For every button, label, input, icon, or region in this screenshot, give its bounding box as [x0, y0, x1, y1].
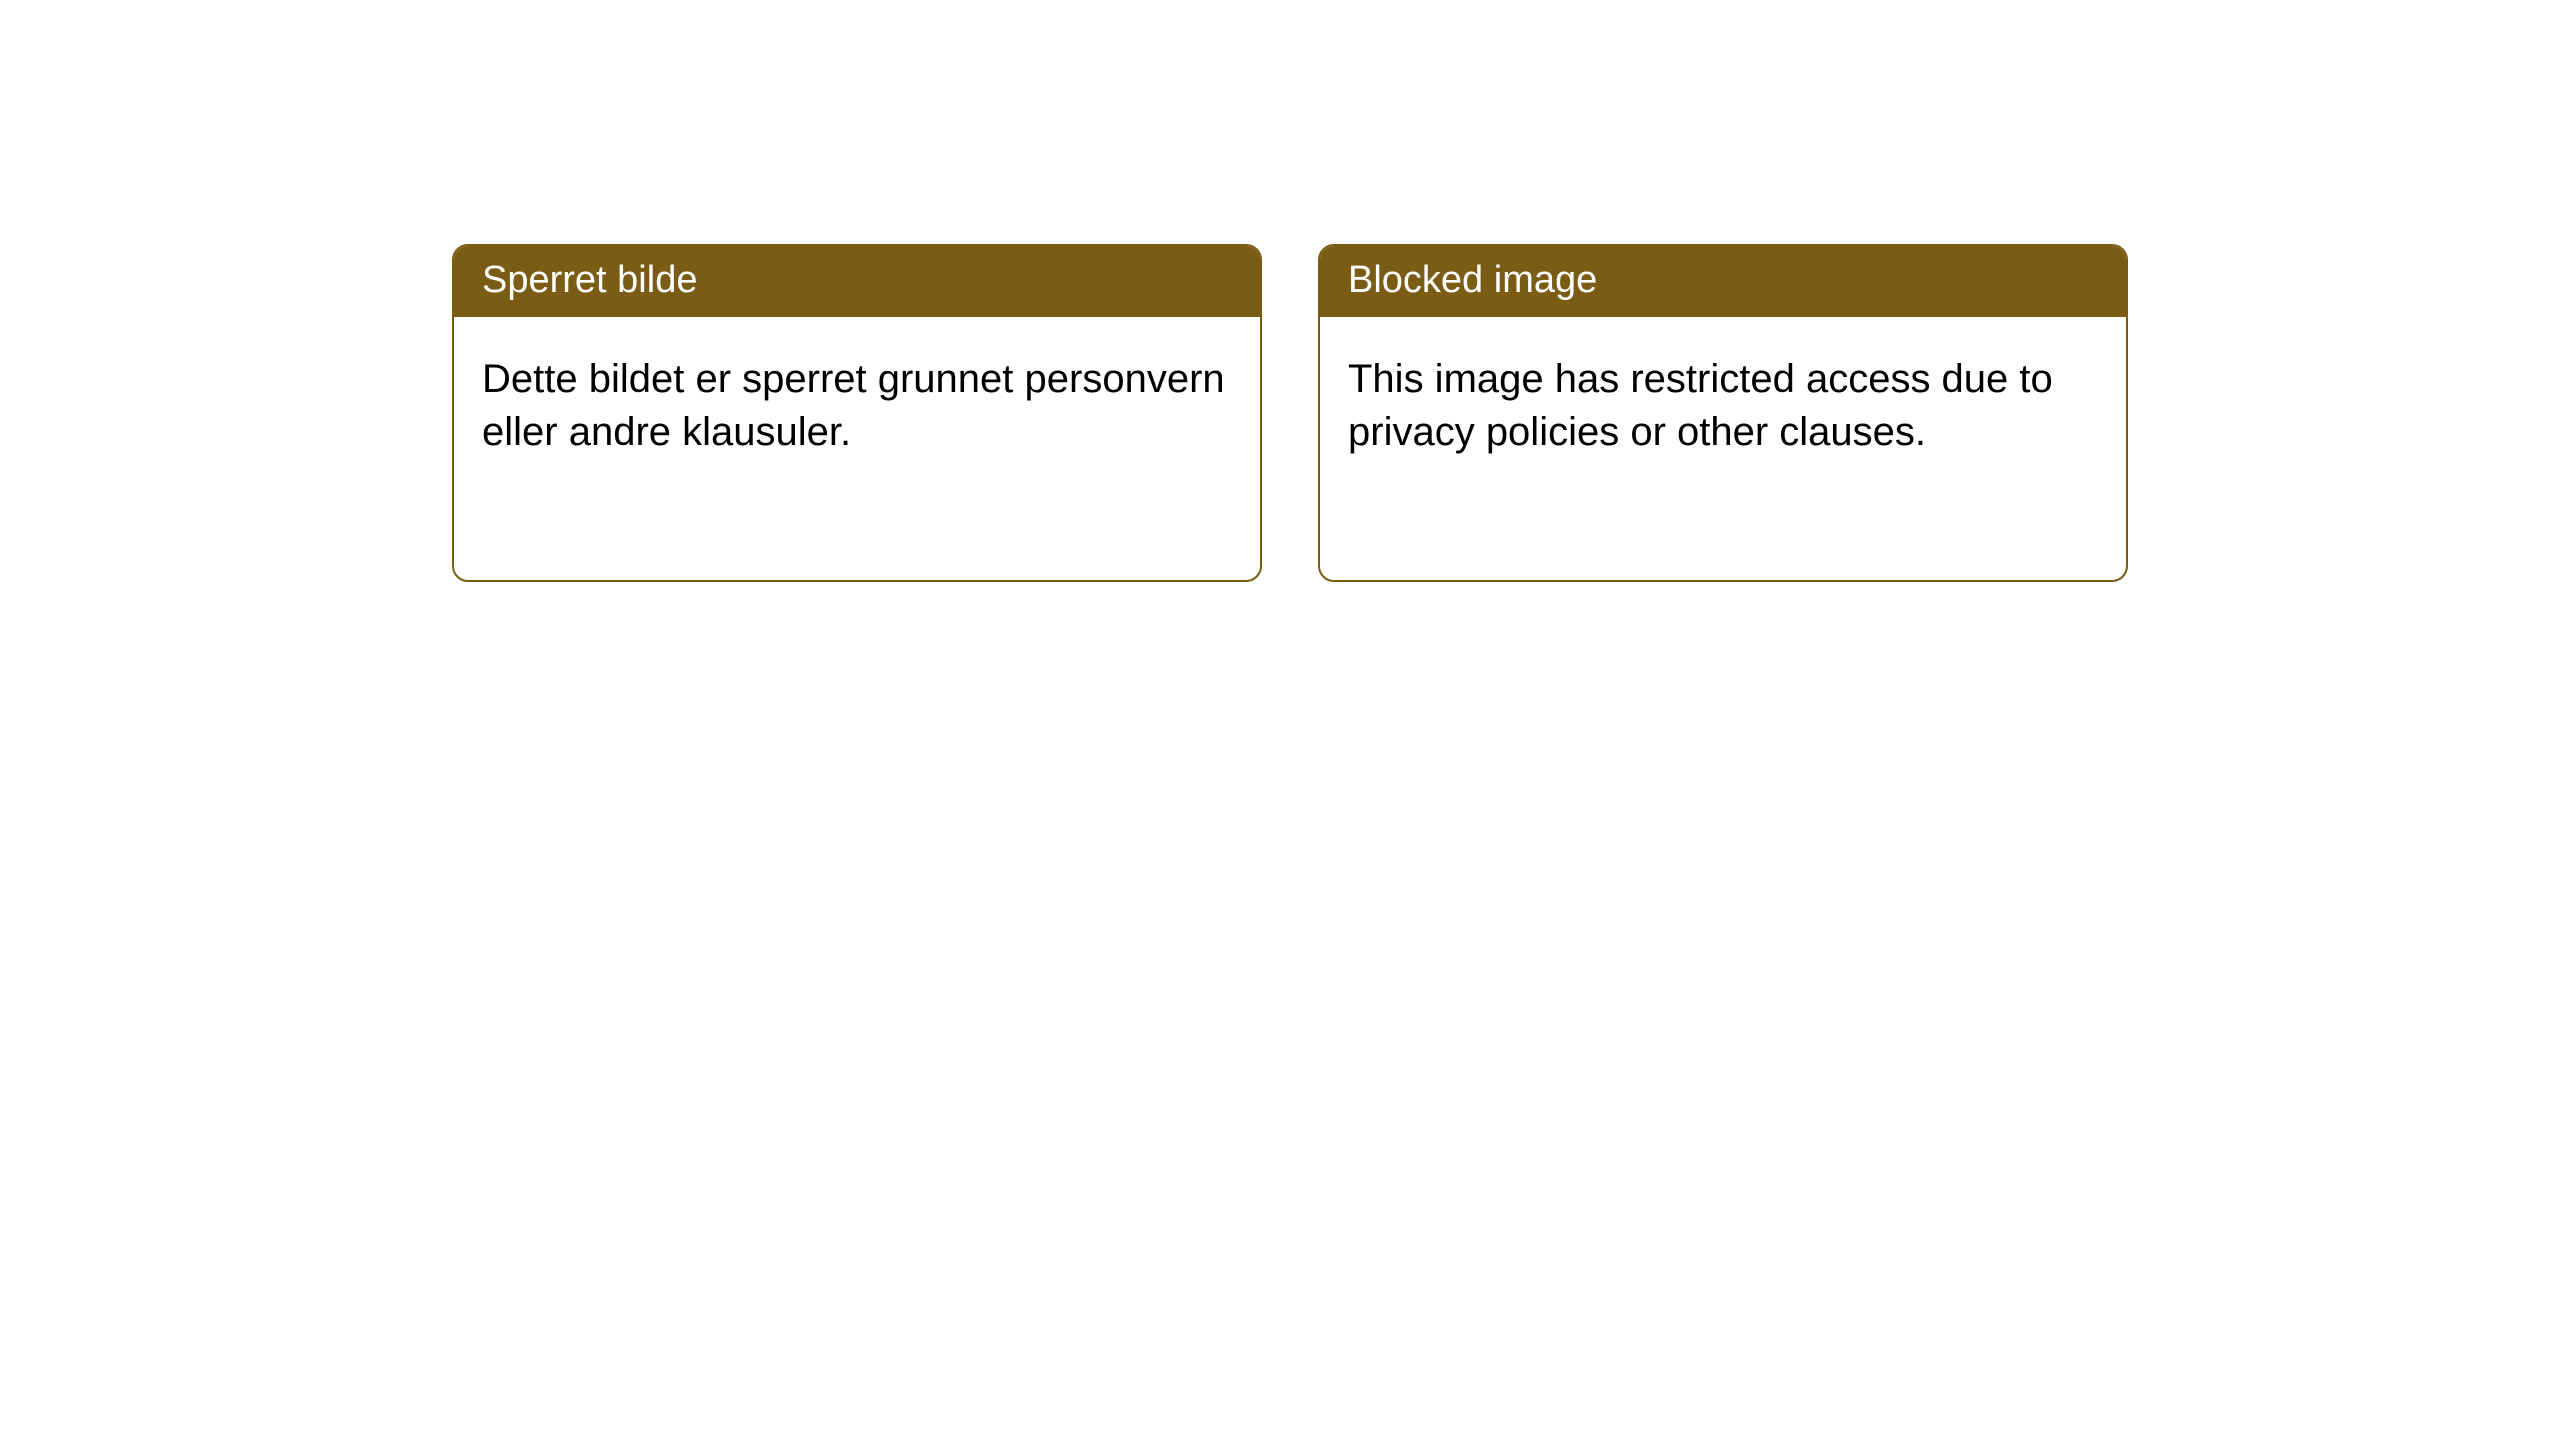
notice-body-english: This image has restricted access due to … — [1320, 317, 2126, 487]
notice-header-english: Blocked image — [1320, 246, 2126, 317]
notice-body-norwegian: Dette bildet er sperret grunnet personve… — [454, 317, 1260, 487]
notice-card-norwegian: Sperret bilde Dette bildet er sperret gr… — [452, 244, 1262, 582]
notice-card-english: Blocked image This image has restricted … — [1318, 244, 2128, 582]
notice-container: Sperret bilde Dette bildet er sperret gr… — [0, 0, 2560, 582]
notice-header-norwegian: Sperret bilde — [454, 246, 1260, 317]
